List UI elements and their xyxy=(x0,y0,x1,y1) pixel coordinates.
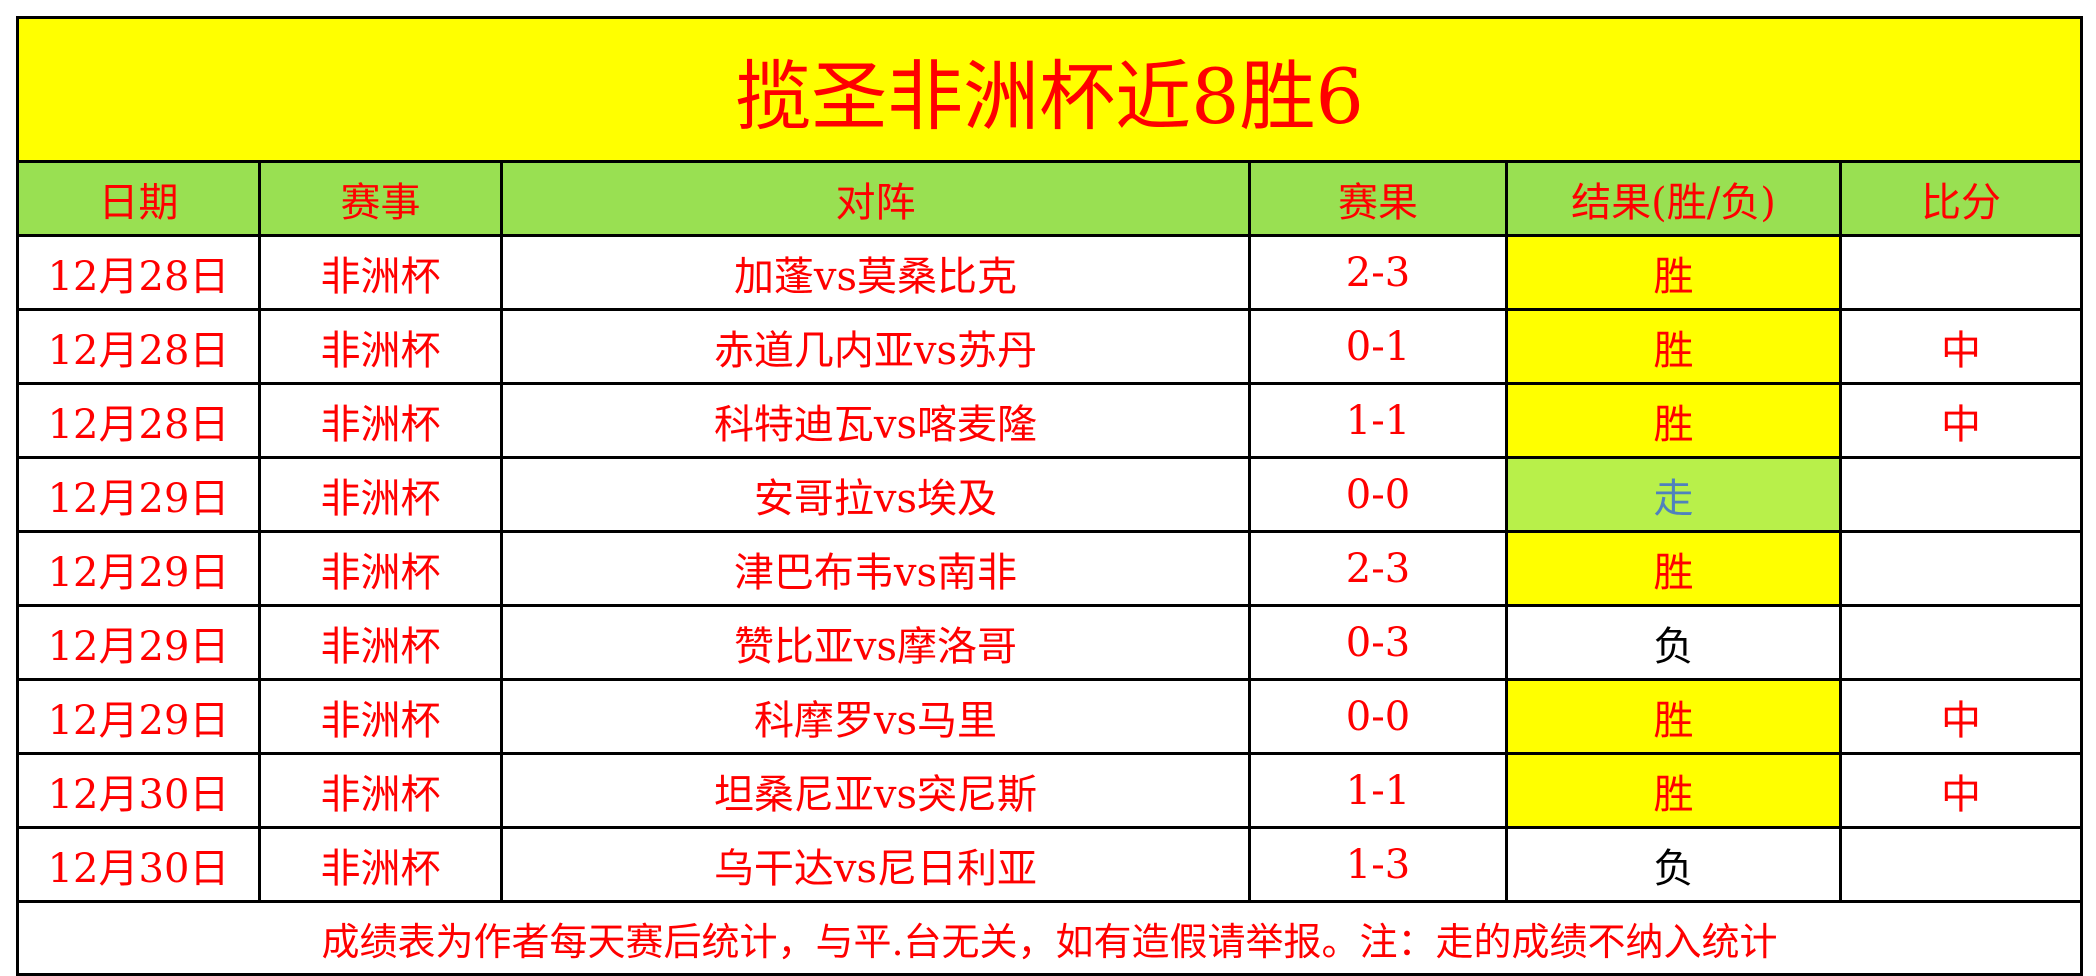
cell-score: 2-3 xyxy=(1248,530,1508,607)
cell-event: 非洲杯 xyxy=(258,678,503,755)
table-row: 12月30日 非洲杯 乌干达vs尼日利亚 1-3 负 xyxy=(16,826,2084,903)
cell-mark: 中 xyxy=(1838,308,2084,385)
cell-date: 12月29日 xyxy=(16,530,261,607)
cell-event: 非洲杯 xyxy=(258,752,503,829)
cell-score: 0-1 xyxy=(1248,308,1508,385)
table-row: 12月28日 非洲杯 科特迪瓦vs喀麦隆 1-1 胜中 xyxy=(16,382,2084,459)
cell-score: 1-1 xyxy=(1248,752,1508,829)
cell-match: 津巴布韦vs南非 xyxy=(500,530,1251,607)
cell-match: 加蓬vs莫桑比克 xyxy=(500,234,1251,311)
table-row: 12月30日 非洲杯 坦桑尼亚vs突尼斯 1-1 胜中 xyxy=(16,752,2084,829)
table-title: 揽圣非洲杯近8胜6 xyxy=(15,16,2084,163)
header-match: 对阵 xyxy=(500,160,1251,237)
cell-mark xyxy=(1838,604,2084,681)
header-score: 赛果 xyxy=(1248,160,1508,237)
cell-result: 负 xyxy=(1505,604,1842,681)
header-mark: 比分 xyxy=(1838,160,2084,237)
cell-date: 12月30日 xyxy=(16,752,261,829)
cell-result: 胜 xyxy=(1505,530,1842,607)
cell-match: 科摩罗vs马里 xyxy=(500,678,1251,755)
cell-match: 安哥拉vs埃及 xyxy=(500,456,1251,533)
cell-score: 0-3 xyxy=(1248,604,1508,681)
cell-date: 12月29日 xyxy=(16,678,261,755)
cell-date: 12月28日 xyxy=(16,308,261,385)
table-row: 12月29日 非洲杯 科摩罗vs马里 0-0 胜中 xyxy=(16,678,2084,755)
header-date: 日期 xyxy=(16,160,261,237)
cell-result: 胜 xyxy=(1505,752,1842,829)
cell-mark xyxy=(1838,826,2084,903)
table-row: 12月29日 非洲杯 赞比亚vs摩洛哥 0-3 负 xyxy=(16,604,2084,681)
cell-mark xyxy=(1838,530,2084,607)
cell-result: 走 xyxy=(1505,456,1842,533)
cell-event: 非洲杯 xyxy=(258,604,503,681)
cell-date: 12月28日 xyxy=(16,382,261,459)
cell-event: 非洲杯 xyxy=(258,530,503,607)
cell-event: 非洲杯 xyxy=(258,308,503,385)
cell-date: 12月29日 xyxy=(16,604,261,681)
cell-score: 2-3 xyxy=(1248,234,1508,311)
cell-result: 胜 xyxy=(1505,678,1842,755)
cell-mark: 中 xyxy=(1838,382,2084,459)
header-event: 赛事 xyxy=(258,160,503,237)
header-result: 结果(胜/负) xyxy=(1505,160,1842,237)
cell-result: 胜 xyxy=(1505,382,1842,459)
cell-result: 胜 xyxy=(1505,308,1842,385)
footer-note: 成绩表为作者每天赛后统计，与平.台无关，如有造假请举报。注：走的成绩不纳入统计 xyxy=(15,900,2084,976)
table-row: 12月29日 非洲杯 津巴布韦vs南非 2-3 胜 xyxy=(16,530,2084,607)
table-row: 12月29日 非洲杯 安哥拉vs埃及 0-0 走 xyxy=(16,456,2084,533)
cell-match: 坦桑尼亚vs突尼斯 xyxy=(500,752,1251,829)
cell-mark xyxy=(1838,234,2084,311)
cell-date: 12月30日 xyxy=(16,826,261,903)
cell-date: 12月28日 xyxy=(16,234,261,311)
cell-date: 12月29日 xyxy=(16,456,261,533)
cell-score: 1-3 xyxy=(1248,826,1508,903)
results-table: 揽圣非洲杯近8胜6 日期 赛事 对阵 赛果 结果(胜/负) 比分 12月28日 非洲杯 加蓬v… xyxy=(15,16,2084,976)
cell-match: 乌干达vs尼日利亚 xyxy=(500,826,1251,903)
cell-mark: 中 xyxy=(1838,752,2084,829)
cell-score: 0-0 xyxy=(1248,678,1508,755)
cell-event: 非洲杯 xyxy=(258,826,503,903)
header-row: 日期 赛事 对阵 赛果 结果(胜/负) 比分 xyxy=(16,160,2084,237)
cell-score: 0-0 xyxy=(1248,456,1508,533)
table-row: 12月28日 非洲杯 加蓬vs莫桑比克 2-3 胜 xyxy=(16,234,2084,311)
cell-match: 科特迪瓦vs喀麦隆 xyxy=(500,382,1251,459)
cell-event: 非洲杯 xyxy=(258,456,503,533)
cell-mark: 中 xyxy=(1838,678,2084,755)
cell-match: 赞比亚vs摩洛哥 xyxy=(500,604,1251,681)
cell-event: 非洲杯 xyxy=(258,234,503,311)
cell-event: 非洲杯 xyxy=(258,382,503,459)
cell-result: 胜 xyxy=(1505,234,1842,311)
cell-score: 1-1 xyxy=(1248,382,1508,459)
cell-mark xyxy=(1838,456,2084,533)
table-row: 12月28日 非洲杯 赤道几内亚vs苏丹 0-1 胜中 xyxy=(16,308,2084,385)
cell-result: 负 xyxy=(1505,826,1842,903)
cell-match: 赤道几内亚vs苏丹 xyxy=(500,308,1251,385)
